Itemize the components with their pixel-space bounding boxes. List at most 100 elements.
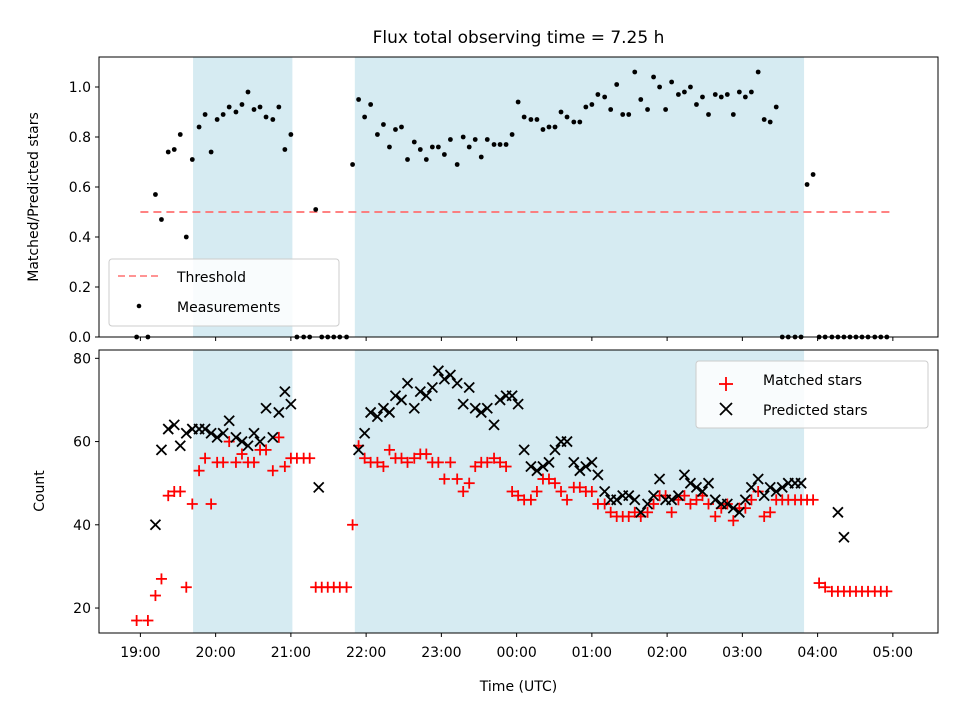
predicted-stars-point: [279, 385, 291, 398]
predicted-stars-point: [414, 385, 426, 398]
matched-stars-point: [377, 461, 389, 473]
predicted-stars-point: [155, 444, 168, 456]
matched-stars-point: [764, 506, 776, 518]
predicted-stars-point: [432, 365, 444, 377]
measurement-point: [405, 157, 410, 162]
matched-stars-point: [574, 481, 586, 493]
matched-stars-point: [205, 498, 217, 510]
matched-stars-point: [605, 506, 617, 518]
predicted-stars-point: [401, 377, 414, 389]
measurement-point: [521, 114, 527, 120]
measurement-point: [694, 102, 699, 107]
measurement-point: [202, 112, 208, 117]
matched-stars-point: [666, 506, 678, 518]
predicted-stars-point: [267, 431, 279, 444]
ratio-panel: 0.0 0.2 0.4 0.6 0.8 1.0 Matched/Predicted sta…: [26, 56, 939, 346]
measurement-point: [669, 79, 675, 85]
measurement-point: [718, 94, 724, 100]
predicted-stars-point: [389, 390, 402, 402]
measurement-point: [657, 84, 662, 90]
measurement-point: [393, 127, 398, 132]
measurement-point: [558, 109, 564, 115]
predicted-stars-point: [180, 427, 192, 439]
matched-stars-point: [371, 456, 383, 468]
measurement-point: [804, 182, 810, 187]
measurement-point: [491, 142, 497, 147]
matched-stars-point: [438, 473, 450, 485]
x-tick-label: 20:00: [195, 645, 235, 661]
predicted-legend-swatch: [719, 402, 733, 416]
ratio-panel-frame: [98, 56, 939, 338]
predicted-stars-point: [672, 490, 685, 502]
measurement-point: [602, 94, 608, 100]
measurement-point: [546, 124, 552, 130]
measurement-point: [270, 117, 276, 122]
matched-stars-point: [727, 515, 739, 527]
matched-stars-point: [500, 461, 512, 473]
measurement-point: [233, 109, 239, 115]
predicted-stars-point: [696, 485, 709, 498]
x-tick-label: 02:00: [647, 645, 687, 661]
chart-title: Flux total observing time = 7.25 h: [373, 28, 665, 48]
predicted-stars-point: [647, 490, 660, 502]
predicted-stars-point: [475, 406, 487, 419]
predicted-stars-point: [709, 494, 721, 506]
predicted-stars-point: [205, 427, 217, 439]
predicted-stars-point: [665, 494, 678, 506]
x-tick-label: 05:00: [873, 645, 913, 661]
matched-stars-point: [279, 461, 291, 473]
ratio-legend-box: [108, 258, 340, 327]
matched-stars-point: [690, 494, 702, 506]
y-tick-label: 1.0: [69, 80, 91, 96]
matched-stars-point: [525, 494, 537, 506]
predicted-stars-point: [518, 444, 530, 456]
measurement-point: [226, 104, 232, 110]
measurement-point: [159, 217, 164, 222]
predicted-stars-point: [721, 498, 733, 510]
predicted-stars-point: [260, 402, 272, 414]
matched-stars-point: [488, 452, 500, 464]
measurement-point: [220, 112, 226, 117]
x-tick-label: 03:00: [722, 645, 762, 661]
matched-stars-point: [395, 452, 407, 464]
y-tick-label: 0.0: [69, 330, 91, 346]
x-tick-label: 00:00: [496, 645, 536, 661]
measurement-point: [608, 107, 614, 112]
measurement-point: [257, 104, 263, 110]
measurement-point: [497, 142, 503, 147]
predicted-stars-point: [481, 402, 493, 414]
predicted-stars-point: [574, 465, 586, 477]
measurement-point: [276, 104, 282, 110]
predicted-stars-point: [752, 473, 764, 485]
measurement-point: [441, 152, 447, 157]
predicted-stars-point: [438, 373, 451, 385]
predicted-stars-point: [653, 473, 666, 485]
measurement-point: [472, 137, 478, 142]
y-tick-label: 0.8: [69, 130, 91, 146]
predicted-stars-point: [463, 381, 475, 394]
measurement-point: [153, 192, 158, 197]
measurement-point: [509, 132, 515, 137]
measurement-point: [460, 134, 466, 140]
matched-stars-point: [819, 581, 831, 593]
matched-stars-point: [341, 581, 353, 593]
matched-stars-point: [709, 510, 721, 522]
predicted-stars-point: [586, 456, 598, 469]
predicted-stars-point: [727, 502, 739, 514]
matched-stars-point: [186, 498, 198, 510]
x-tick-label: 04:00: [797, 645, 837, 661]
matched-stars-point: [444, 456, 456, 468]
matched-stars-point: [420, 448, 432, 460]
measurement-point: [196, 124, 202, 130]
predicted-stars-point: [444, 369, 457, 381]
measurement-point: [706, 112, 711, 117]
predicted-stars-point: [537, 460, 549, 473]
matched-stars-point: [648, 498, 660, 510]
y-tick-label: 40: [73, 518, 91, 534]
predicted-legend-label: Predicted stars: [763, 403, 868, 419]
measurement-point: [411, 139, 417, 145]
matched-stars-point: [469, 461, 481, 473]
matched-stars-point: [217, 456, 229, 468]
measurement-point: [208, 149, 214, 155]
